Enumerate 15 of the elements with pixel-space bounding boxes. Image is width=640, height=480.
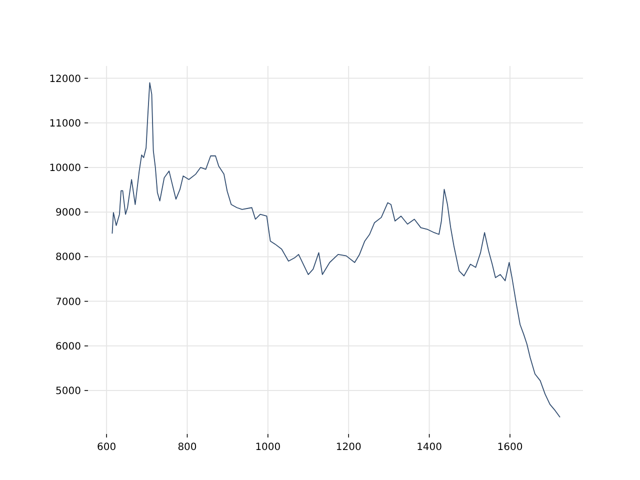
y-tick-label: 10000 <box>49 162 81 174</box>
x-tick-label: 1400 <box>416 442 442 453</box>
line-series <box>112 82 560 418</box>
y-tick-label: 7000 <box>56 296 81 308</box>
x-tick-label: 1000 <box>255 442 281 453</box>
y-tick-label: 8000 <box>56 252 81 264</box>
x-tick-label: 600 <box>97 442 116 453</box>
x-tick-label: 800 <box>178 442 197 453</box>
x-tick-label: 1200 <box>336 442 362 453</box>
x-tick-label: 1600 <box>497 442 523 453</box>
y-tick-label: 12000 <box>49 74 81 85</box>
y-tick-label: 9000 <box>56 208 81 219</box>
y-tick-label: 6000 <box>56 341 81 352</box>
y-tick-label: 11000 <box>49 118 81 130</box>
y-tick-label: 5000 <box>56 386 81 398</box>
